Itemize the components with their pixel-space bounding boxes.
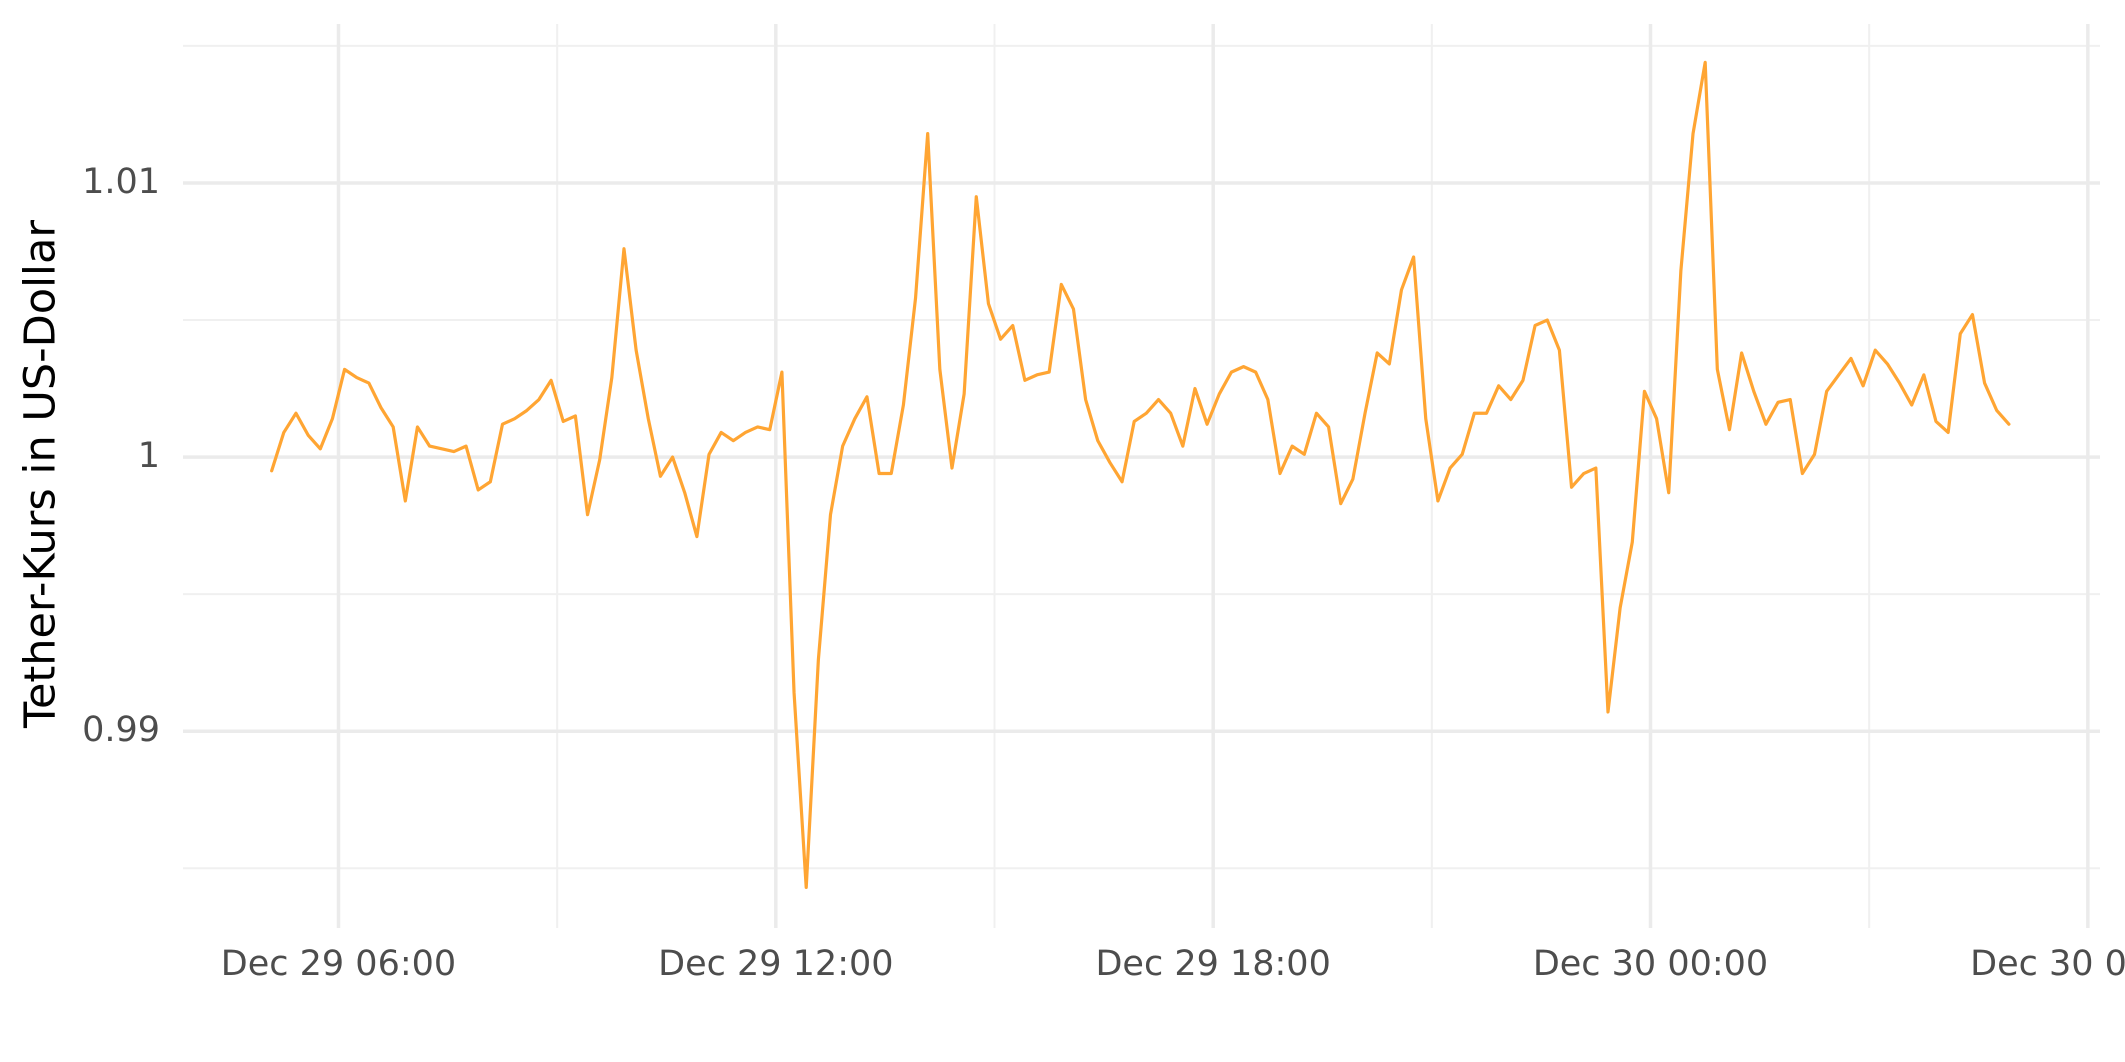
x-tick-label: Dec 30 06:00 bbox=[1970, 944, 2125, 984]
data-line bbox=[270, 60, 2011, 890]
y-tick-label: 1.01 bbox=[82, 162, 160, 202]
x-tick-label: Dec 29 06:00 bbox=[221, 944, 456, 984]
grid bbox=[183, 24, 2100, 928]
x-tick-label: Dec 30 00:00 bbox=[1533, 944, 1768, 984]
x-tick-label: Dec 29 18:00 bbox=[1095, 944, 1330, 984]
y-tick-label: 0.99 bbox=[82, 710, 160, 750]
y-axis-title: Tether-Kurs in US-Dollar bbox=[16, 220, 66, 729]
x-tick-label: Dec 29 12:00 bbox=[658, 944, 893, 984]
plot-area bbox=[270, 60, 2011, 890]
y-tick-label: 1 bbox=[138, 436, 160, 476]
